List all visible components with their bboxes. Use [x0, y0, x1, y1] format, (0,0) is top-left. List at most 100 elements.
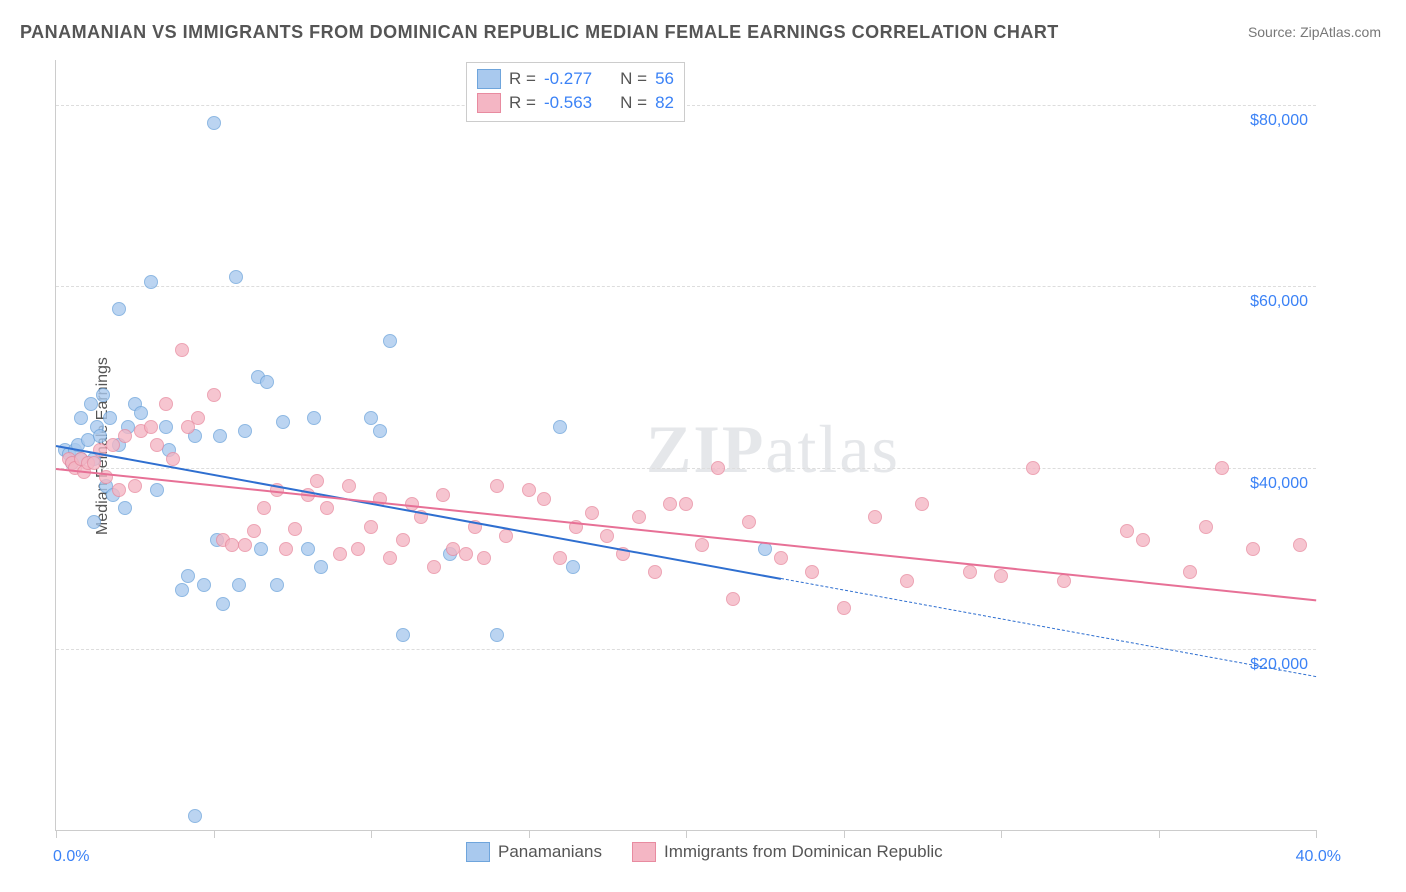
scatter-point [1026, 461, 1040, 475]
legend-swatch [477, 93, 501, 113]
scatter-point [247, 524, 261, 538]
grid-line [56, 286, 1316, 287]
x-tick [371, 830, 372, 838]
scatter-point [351, 542, 365, 556]
scatter-point [566, 560, 580, 574]
x-tick [1001, 830, 1002, 838]
scatter-point [112, 302, 126, 316]
scatter-point [84, 397, 98, 411]
scatter-point [490, 479, 504, 493]
legend-r-label: R = [509, 91, 536, 115]
grid-line [56, 468, 1316, 469]
x-tick [56, 830, 57, 838]
scatter-point [314, 560, 328, 574]
scatter-point [1215, 461, 1229, 475]
scatter-point [118, 501, 132, 515]
legend-swatch [477, 69, 501, 89]
legend-swatch [466, 842, 490, 862]
scatter-point [900, 574, 914, 588]
scatter-point [216, 597, 230, 611]
scatter-point [150, 483, 164, 497]
scatter-point [648, 565, 662, 579]
scatter-point [232, 578, 246, 592]
scatter-point [963, 565, 977, 579]
scatter-point [238, 538, 252, 552]
scatter-point [522, 483, 536, 497]
legend-n-label: N = [620, 67, 647, 91]
scatter-point [213, 429, 227, 443]
x-tick [529, 830, 530, 838]
x-tick [214, 830, 215, 838]
scatter-point [134, 406, 148, 420]
scatter-point [364, 411, 378, 425]
legend-swatch [632, 842, 656, 862]
scatter-point [695, 538, 709, 552]
legend-r-label: R = [509, 67, 536, 91]
scatter-point [553, 420, 567, 434]
scatter-point [436, 488, 450, 502]
scatter-point [191, 411, 205, 425]
x-min-label: 0.0% [53, 848, 89, 866]
scatter-point [805, 565, 819, 579]
scatter-point [726, 592, 740, 606]
scatter-point [837, 601, 851, 615]
legend-r-value: -0.563 [544, 91, 592, 115]
x-tick [1316, 830, 1317, 838]
y-tick-label: $80,000 [1250, 112, 1308, 130]
scatter-point [207, 388, 221, 402]
scatter-point [307, 411, 321, 425]
scatter-point [276, 415, 290, 429]
scatter-point [93, 429, 107, 443]
scatter-point [103, 411, 117, 425]
scatter-point [490, 628, 504, 642]
legend-row: R = -0.563 N = 82 [477, 91, 674, 115]
watermark-bold: ZIP [646, 411, 765, 487]
scatter-point [383, 551, 397, 565]
scatter-point [1293, 538, 1307, 552]
scatter-point [994, 569, 1008, 583]
scatter-point [553, 551, 567, 565]
scatter-point [279, 542, 293, 556]
scatter-point [128, 479, 142, 493]
scatter-point [87, 456, 101, 470]
scatter-point [159, 397, 173, 411]
scatter-point [310, 474, 324, 488]
series-name: Panamanians [498, 842, 602, 862]
scatter-point [106, 438, 120, 452]
legend-n-value: 82 [655, 91, 674, 115]
scatter-point [254, 542, 268, 556]
scatter-point [229, 270, 243, 284]
source-label: Source: ZipAtlas.com [1248, 24, 1381, 40]
scatter-point [1199, 520, 1213, 534]
scatter-point [288, 522, 302, 536]
legend-r-value: -0.277 [544, 67, 592, 91]
chart-container: PANAMANIAN VS IMMIGRANTS FROM DOMINICAN … [0, 0, 1406, 892]
watermark-thin: atlas [765, 411, 900, 487]
legend-n-label: N = [620, 91, 647, 115]
scatter-point [868, 510, 882, 524]
scatter-point [1057, 574, 1071, 588]
scatter-point [197, 578, 211, 592]
series-name: Immigrants from Dominican Republic [664, 842, 943, 862]
scatter-point [663, 497, 677, 511]
scatter-point [159, 420, 173, 434]
scatter-point [774, 551, 788, 565]
scatter-point [632, 510, 646, 524]
scatter-point [207, 116, 221, 130]
scatter-point [118, 429, 132, 443]
chart-title: PANAMANIAN VS IMMIGRANTS FROM DOMINICAN … [20, 22, 1059, 43]
series-legend: Panamanians Immigrants from Dominican Rep… [466, 842, 943, 862]
scatter-point [383, 334, 397, 348]
grid-line [56, 649, 1316, 650]
series-legend-item: Immigrants from Dominican Republic [632, 842, 943, 862]
scatter-point [144, 420, 158, 434]
scatter-point [396, 533, 410, 547]
y-tick-label: $40,000 [1250, 475, 1308, 493]
grid-line [56, 105, 1316, 106]
source-name: ZipAtlas.com [1300, 24, 1381, 40]
scatter-point [742, 515, 756, 529]
scatter-point [342, 479, 356, 493]
scatter-point [260, 375, 274, 389]
scatter-point [333, 547, 347, 561]
plot-area: ZIPatlas $20,000$40,000$60,000$80,0000.0… [55, 60, 1316, 831]
